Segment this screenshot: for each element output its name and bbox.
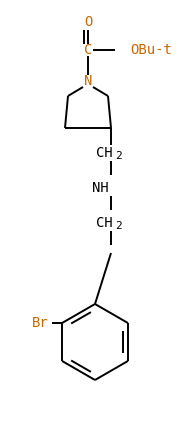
Text: N: N <box>84 74 92 88</box>
Text: CH: CH <box>96 146 112 160</box>
Text: Br: Br <box>32 316 49 330</box>
Text: C: C <box>84 43 92 57</box>
Text: OBu-t: OBu-t <box>130 43 172 57</box>
Text: 2: 2 <box>116 151 122 161</box>
Text: NH: NH <box>92 181 108 195</box>
Text: CH: CH <box>96 216 112 230</box>
Text: O: O <box>84 15 92 29</box>
Text: 2: 2 <box>116 221 122 231</box>
